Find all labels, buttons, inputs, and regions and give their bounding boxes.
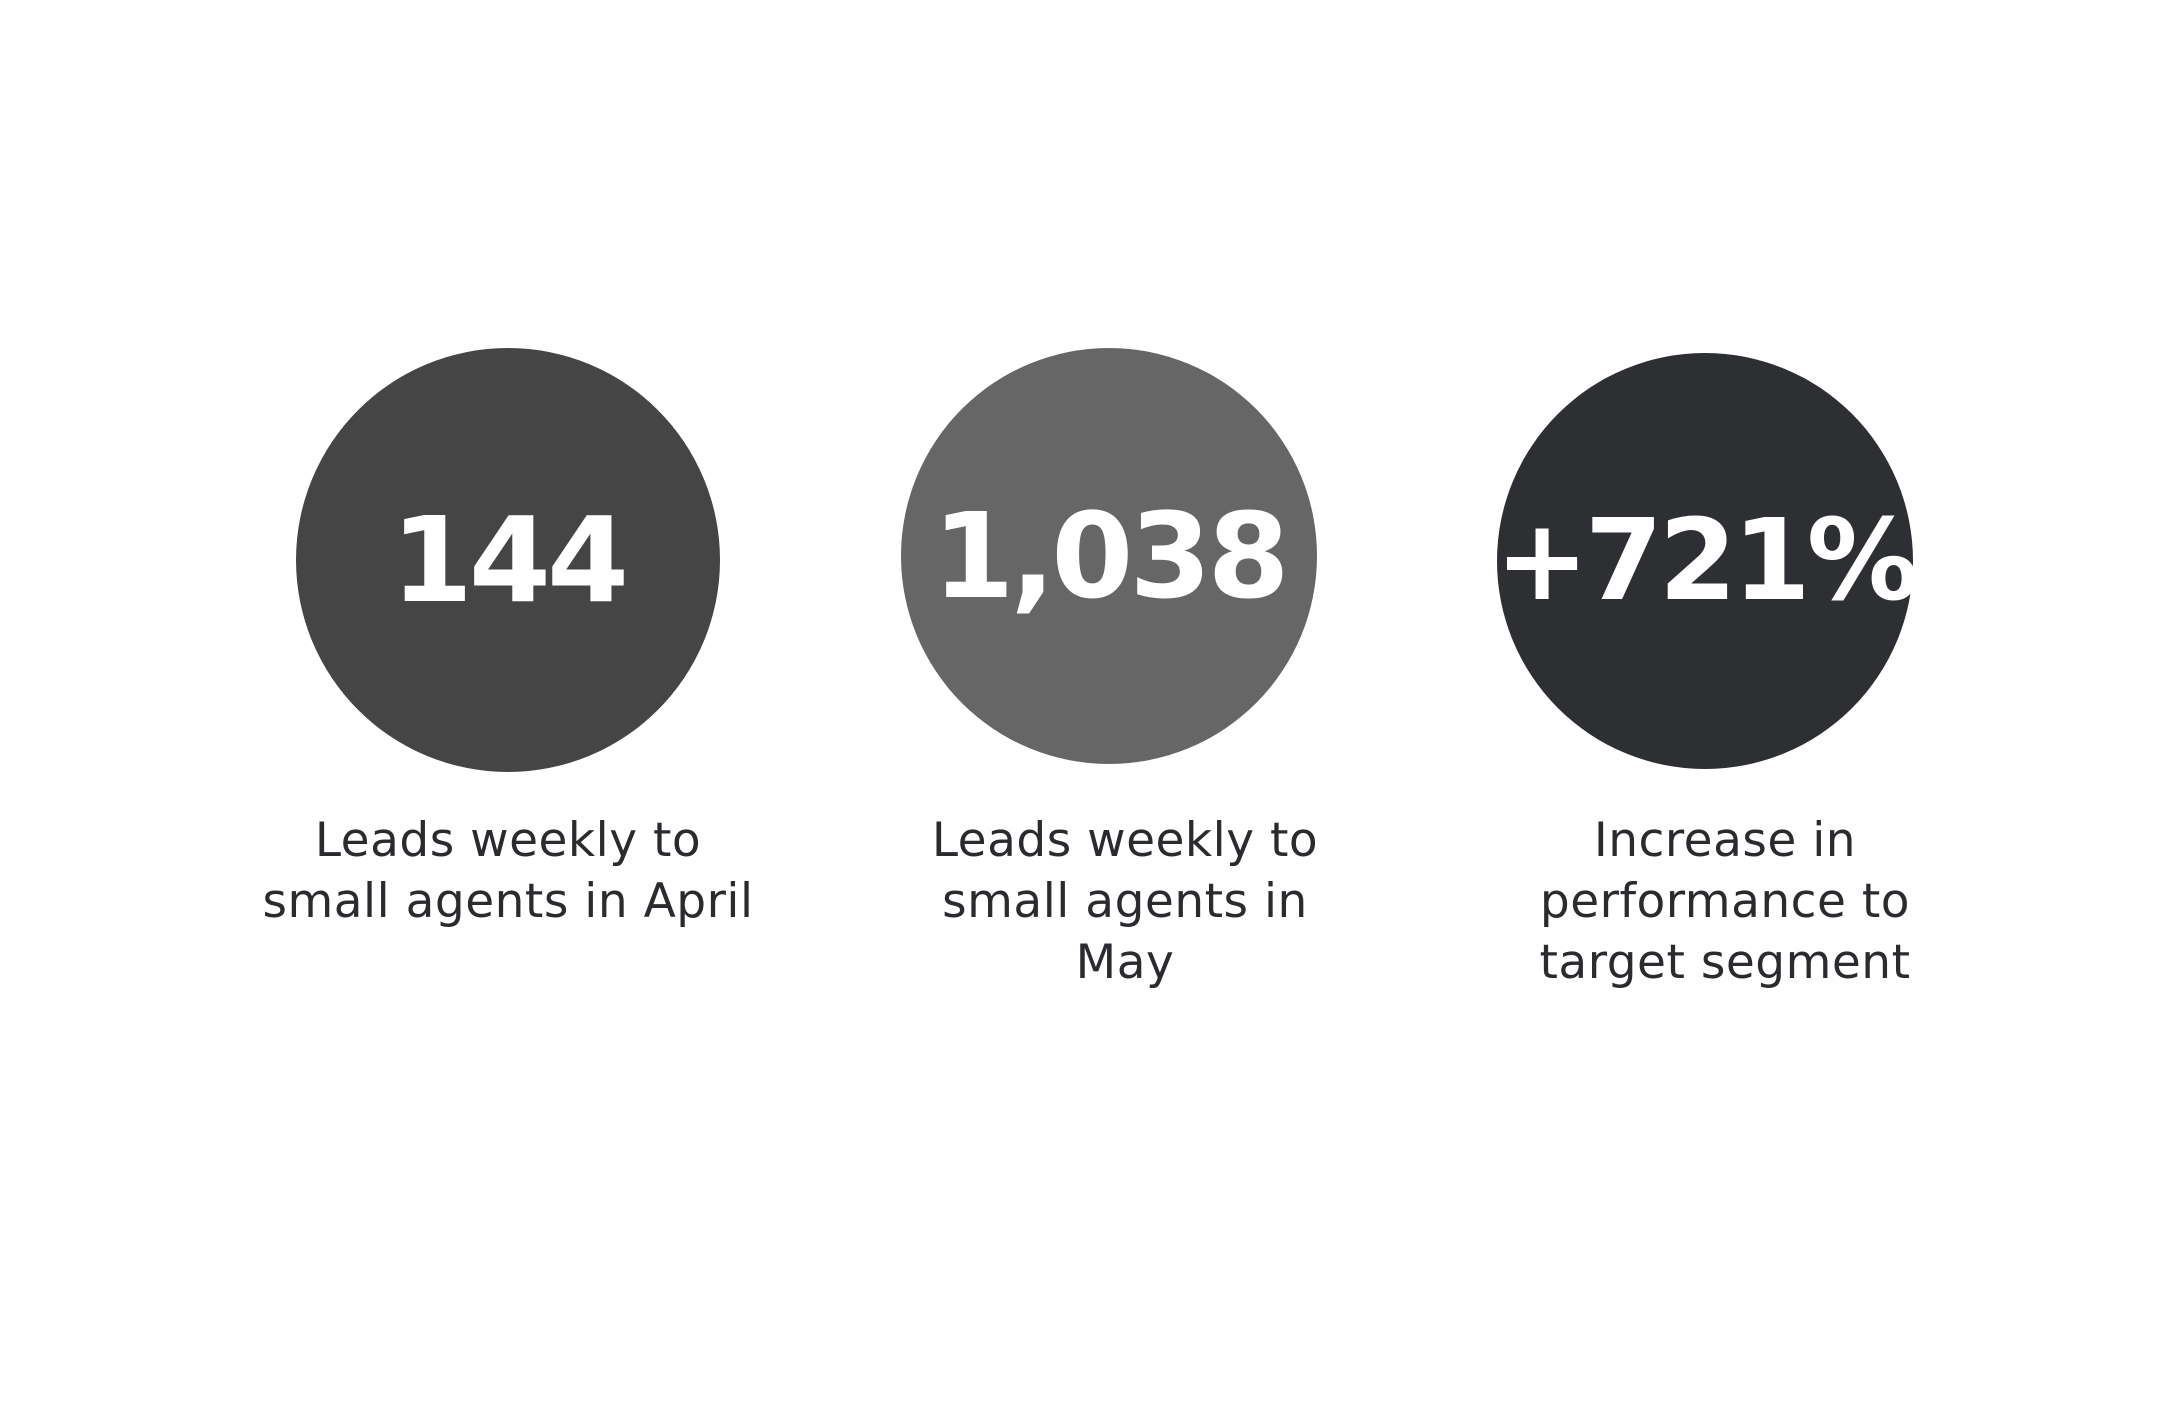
label-line: target segment — [1539, 935, 1911, 990]
stat-value: +721% — [1495, 496, 1919, 626]
label-line: Leads weekly to — [931, 813, 1319, 868]
label-line: performance to — [1539, 874, 1911, 929]
label-line: May — [1075, 935, 1175, 990]
label-line: small agents in — [942, 874, 1308, 929]
stat-label-april: Leads weekly to small agents in April — [228, 810, 788, 932]
stat-circle-increase: +721% — [1495, 353, 1919, 769]
stat-label-increase: Increase in performance to target segmen… — [1475, 810, 1975, 993]
stat-value: 1,038 — [932, 487, 1289, 625]
stat-label-may: Leads weekly to small agents in May — [890, 810, 1360, 993]
stat-circle-may: 1,038 — [901, 348, 1317, 764]
label-line: small agents in April — [262, 874, 754, 929]
stat-circle-april: 144 — [296, 348, 720, 772]
stat-value: 144 — [390, 491, 629, 629]
label-line: Leads weekly to — [314, 813, 702, 868]
label-line: Increase in — [1593, 813, 1857, 868]
